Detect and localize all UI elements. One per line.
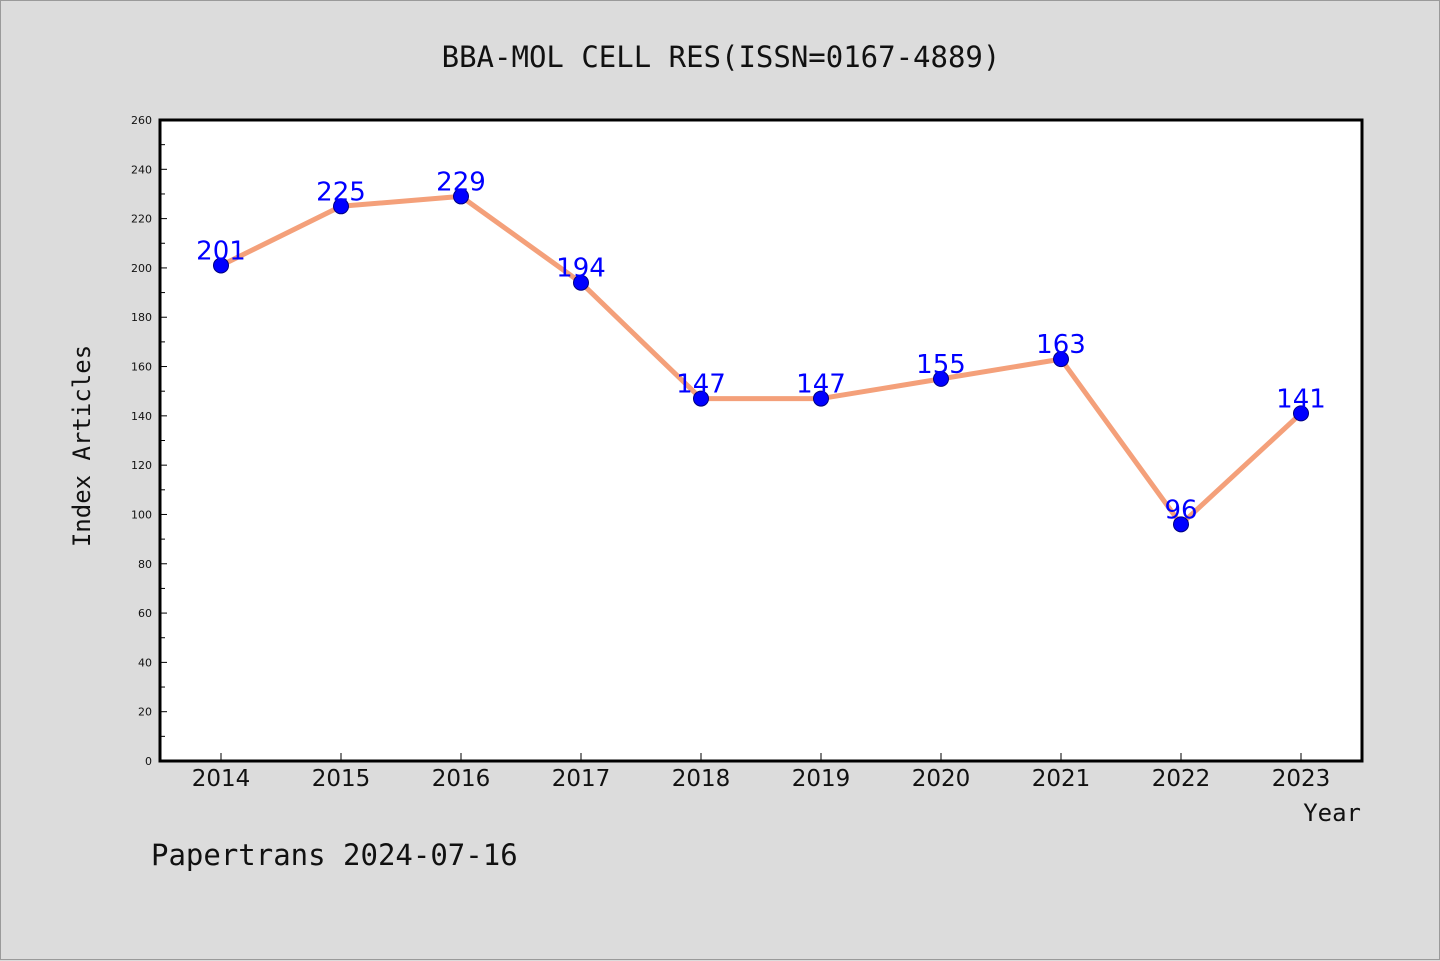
series-group — [213, 188, 1309, 533]
plot-area — [158, 118, 1364, 763]
data-label: 229 — [436, 167, 486, 197]
data-point — [1053, 351, 1069, 368]
y-tick-label: 160 — [131, 361, 152, 374]
x-tick-label: 2015 — [312, 766, 371, 792]
y-tick-label: 240 — [131, 163, 152, 176]
y-tick-label: 40 — [138, 656, 152, 669]
data-label: 201 — [196, 236, 246, 266]
x-tick-label: 2023 — [1272, 766, 1331, 792]
y-tick-label: 180 — [131, 311, 152, 324]
data-label: 225 — [316, 177, 366, 207]
data-label: 147 — [796, 370, 846, 400]
footer-credit: Papertrans 2024-07-16 — [151, 838, 518, 872]
x-axis: 2014 2015 2016 2017 2018 2019 2020 2021 2022 2023 — [192, 753, 1331, 792]
x-tick-label: 2018 — [672, 766, 731, 792]
x-axis-label: Year — [1303, 799, 1361, 827]
y-tick-label: 120 — [131, 459, 152, 472]
y-tick-label: 20 — [138, 706, 152, 719]
x-tick-label: 2017 — [552, 766, 611, 792]
data-point — [693, 390, 709, 407]
y-tick-label: 100 — [131, 508, 152, 521]
x-tick-label: 2019 — [792, 766, 851, 792]
y-axis: 0 20 40 60 80 100 120 140 160 180 200 220 240 260 — [131, 114, 167, 768]
y-tick-label: 200 — [131, 262, 152, 275]
y-tick-label: 220 — [131, 213, 152, 226]
data-label: 147 — [676, 370, 726, 400]
data-point — [453, 188, 469, 205]
data-point — [333, 198, 349, 215]
data-label: 194 — [556, 254, 606, 284]
data-label: 163 — [1036, 330, 1086, 360]
series-line — [218, 193, 1304, 527]
data-point — [1293, 405, 1309, 422]
y-tick-label: 140 — [131, 410, 152, 423]
data-point — [573, 274, 589, 291]
x-tick-label: 2016 — [432, 766, 491, 792]
data-point — [1173, 516, 1189, 533]
data-point — [933, 370, 949, 387]
y-axis-label: Index Articles — [68, 345, 96, 547]
data-point — [813, 390, 829, 407]
y-tick-label: 0 — [145, 755, 152, 768]
y-tick-label: 260 — [131, 114, 152, 127]
data-label: 96 — [1164, 495, 1197, 525]
y-tick-label: 60 — [138, 607, 152, 620]
chart-title: BBA-MOL CELL RES(ISSN=0167-4889) — [442, 40, 1001, 74]
y-tick-label: 80 — [138, 558, 152, 571]
data-labels-group: 201 225 229 194 147 147 155 163 96 141 — [196, 167, 1326, 525]
x-tick-label: 2020 — [912, 766, 971, 792]
data-point — [213, 257, 229, 274]
x-tick-label: 2014 — [192, 766, 251, 792]
x-tick-label: 2022 — [1152, 766, 1211, 792]
x-tick-label: 2021 — [1032, 766, 1091, 792]
data-label: 155 — [916, 350, 966, 380]
data-label: 141 — [1276, 384, 1326, 414]
